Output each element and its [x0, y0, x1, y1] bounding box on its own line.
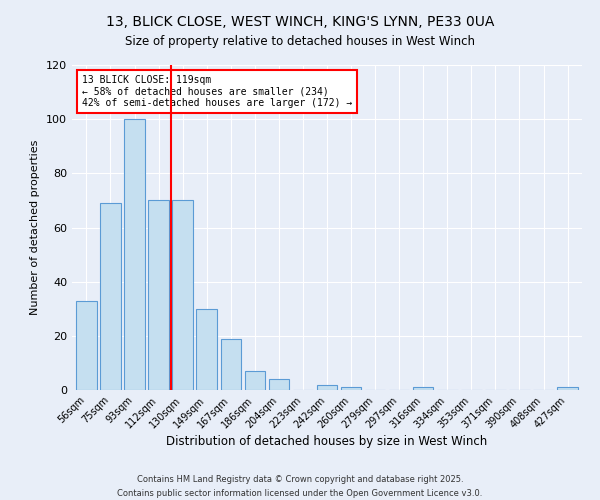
Text: 13, BLICK CLOSE, WEST WINCH, KING'S LYNN, PE33 0UA: 13, BLICK CLOSE, WEST WINCH, KING'S LYNN…	[106, 15, 494, 29]
Bar	[196, 308, 217, 390]
Text: 13 BLICK CLOSE: 119sqm
← 58% of detached houses are smaller (234)
42% of semi-de: 13 BLICK CLOSE: 119sqm ← 58% of detached…	[82, 74, 352, 108]
X-axis label: Distribution of detached houses by size in West Winch: Distribution of detached houses by size …	[166, 436, 488, 448]
Y-axis label: Number of detached properties: Number of detached properties	[31, 140, 40, 315]
Bar	[557, 388, 578, 390]
Bar	[317, 384, 337, 390]
Bar	[148, 200, 169, 390]
Text: Contains HM Land Registry data © Crown copyright and database right 2025.
Contai: Contains HM Land Registry data © Crown c…	[118, 476, 482, 498]
Bar	[269, 379, 289, 390]
Bar	[124, 119, 145, 390]
Text: Size of property relative to detached houses in West Winch: Size of property relative to detached ho…	[125, 35, 475, 48]
Bar	[172, 200, 193, 390]
Bar	[76, 300, 97, 390]
Bar	[413, 388, 433, 390]
Bar	[100, 203, 121, 390]
Bar	[221, 338, 241, 390]
Bar	[245, 371, 265, 390]
Bar	[341, 388, 361, 390]
